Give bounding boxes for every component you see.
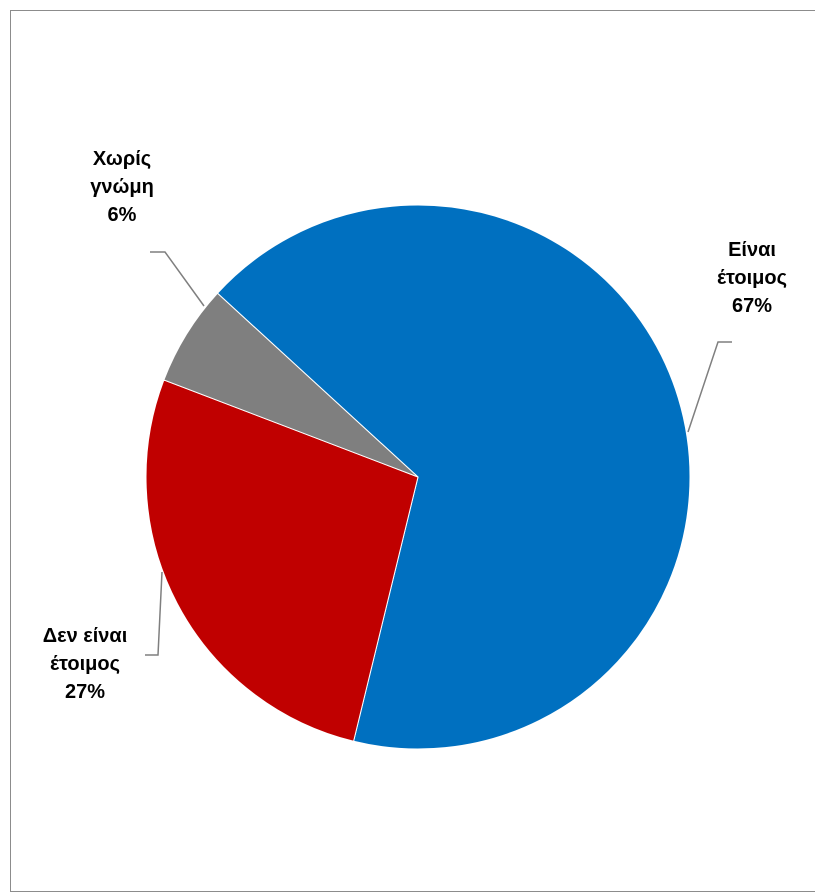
leader-line-not-ready: [145, 571, 163, 656]
leader-line-ready: [687, 341, 732, 433]
label-no-opinion: Χωρίς γνώμη 6%: [42, 145, 202, 229]
label-not-ready-line2: έτοιμος: [49, 653, 121, 675]
slice-no-opinion: [163, 292, 419, 478]
label-no-opinion-line1: Χωρίς: [92, 148, 152, 170]
label-ready-line2: έτοιμος: [716, 267, 788, 289]
label-no-opinion-value: 6%: [107, 204, 137, 226]
label-not-ready-line1: Δεν είναι: [42, 625, 128, 647]
label-ready-line1: Είναι: [728, 239, 776, 261]
label-not-ready: Δεν είναι έτοιμος 27%: [5, 622, 165, 706]
label-no-opinion-line2: γνώμη: [90, 176, 154, 198]
leader-line-no-opinion: [150, 251, 205, 307]
label-ready: Είναι έτοιμος 67%: [672, 236, 815, 320]
slice-not-ready: [145, 379, 419, 742]
label-ready-value: 67%: [731, 295, 773, 317]
slice-ready: [216, 204, 691, 750]
label-not-ready-value: 27%: [64, 681, 106, 703]
